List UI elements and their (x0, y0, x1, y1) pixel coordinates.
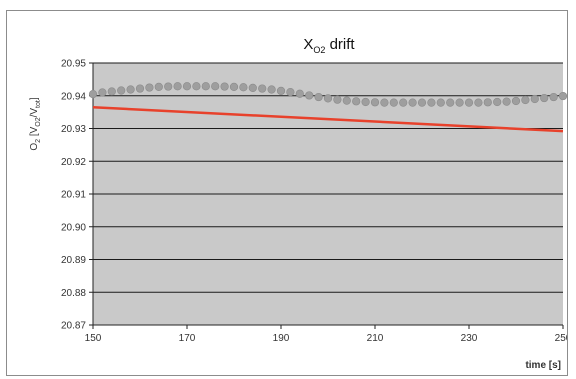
data-point (164, 82, 173, 91)
data-point (502, 97, 511, 106)
data-point (314, 92, 323, 102)
chart-title: XO2 drift (303, 36, 355, 55)
data-point (540, 93, 549, 103)
data-point (323, 94, 333, 103)
data-point (436, 98, 445, 107)
y-tick-label: 20.93 (61, 124, 86, 135)
data-point (408, 98, 417, 107)
x-tick-label: 150 (85, 333, 102, 344)
y-tick-label: 20.90 (61, 222, 86, 233)
x-tick-label: 250 (555, 333, 567, 344)
x-axis-label: time [s] (525, 360, 561, 371)
data-point (248, 83, 257, 92)
x-tick-label: 190 (273, 333, 290, 344)
data-point (229, 82, 239, 92)
data-point (258, 84, 267, 93)
data-point (427, 98, 436, 107)
data-point (455, 98, 464, 107)
data-point (145, 83, 154, 92)
data-point (549, 92, 558, 102)
y-tick-label: 20.91 (61, 190, 86, 201)
data-point (483, 98, 492, 107)
y-tick-label: 20.88 (61, 288, 86, 299)
data-point (220, 82, 229, 91)
data-point (370, 98, 380, 107)
chart-frame: 20.87 20.88 20.89 20.90 20.91 20.92 20.93 20.94… (6, 10, 568, 376)
x-tick-label: 210 (367, 333, 384, 344)
data-point (342, 96, 351, 105)
y-tick-label: 20.95 (61, 59, 86, 70)
y-tick-label: 20.89 (61, 255, 86, 266)
data-point (305, 91, 314, 100)
data-point (117, 86, 126, 95)
y-tick-label: 20.87 (61, 321, 86, 332)
data-point (474, 98, 483, 107)
data-point (530, 94, 539, 104)
y-axis-label: O2 [VO2/Vtot] (29, 97, 42, 151)
data-point (88, 90, 98, 99)
data-point (389, 98, 398, 107)
chart-svg: 20.87 20.88 20.89 20.90 20.91 20.92 20.93 20.94… (29, 36, 567, 371)
data-point (173, 82, 182, 91)
series-line-1 (92, 105, 564, 133)
data-point (511, 96, 521, 106)
data-point (126, 85, 135, 94)
data-point (107, 87, 116, 96)
data-point (192, 82, 201, 91)
data-point (558, 91, 567, 101)
data-point (417, 98, 427, 107)
y-tick-label: 20.92 (61, 157, 86, 168)
y-tick-label: 20.94 (61, 91, 86, 102)
data-point (521, 95, 530, 105)
data-point (135, 84, 145, 93)
x-tick-label: 170 (179, 333, 196, 344)
data-point (98, 88, 107, 97)
data-point (333, 95, 342, 104)
data-point (276, 86, 286, 95)
data-point (267, 85, 276, 94)
data-point (464, 98, 474, 107)
data-point (399, 98, 408, 107)
x-tick-label: 230 (461, 333, 478, 344)
data-point (201, 82, 210, 91)
data-point (154, 82, 163, 92)
data-point (361, 97, 370, 107)
data-point (446, 98, 455, 107)
data-point (182, 82, 192, 91)
data-point (211, 82, 220, 91)
data-point (286, 88, 295, 97)
data-point (295, 89, 304, 98)
data-point (352, 97, 361, 106)
data-point (493, 97, 502, 107)
data-point (380, 98, 389, 107)
data-point (239, 83, 248, 92)
